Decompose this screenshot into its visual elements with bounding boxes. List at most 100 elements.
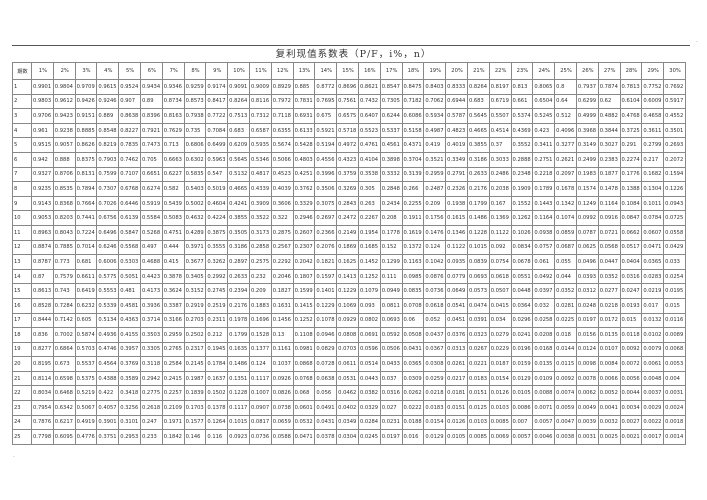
factor-cell: 0.0105 <box>445 429 468 445</box>
factor-cell: 0.2317 <box>183 341 207 358</box>
factor-cell: 0.7142 <box>52 312 76 329</box>
factor-cell: 0.0261 <box>445 356 468 372</box>
factor-cell: 0.8195 <box>31 356 54 372</box>
factor-cell: 0.1456 <box>270 312 294 329</box>
factor-cell: 0.0247 <box>619 283 643 299</box>
factor-cell: 0.0088 <box>532 385 556 402</box>
factor-cell: 0.5874 <box>74 327 98 343</box>
factor-cell: 0.6095 <box>52 429 76 445</box>
factor-cell: 0.0066 <box>597 370 621 387</box>
rate-header: 25% <box>554 62 577 80</box>
factor-cell: 0.9259 <box>183 79 207 95</box>
period-cell: 1 <box>12 79 32 95</box>
factor-cell: 0.1351 <box>227 370 250 387</box>
factor-cell: 0.0992 <box>575 210 599 226</box>
factor-cell: 0.2858 <box>248 239 272 256</box>
factor-cell: 0.1478 <box>597 181 621 197</box>
factor-cell: 0.1696 <box>248 312 272 329</box>
factor-cell: 0.5835 <box>183 166 207 183</box>
factor-cell: 0.0929 <box>336 312 359 329</box>
factor-cell: 0.0129 <box>510 370 534 387</box>
factor-cell: 0.7972 <box>270 93 294 110</box>
factor-cell: 0.0451 <box>445 312 468 329</box>
factor-cell: 0.0471 <box>292 429 316 445</box>
factor-cell: 0.9515 <box>31 137 54 153</box>
factor-cell: 0.0279 <box>488 327 512 343</box>
factor-cell: 0.8706 <box>52 166 76 183</box>
factor-cell: 0.9612 <box>52 93 76 110</box>
factor-cell: 0.415 <box>161 254 185 270</box>
factor-cell: 0.8368 <box>52 195 76 212</box>
factor-cell: 0.263 <box>357 195 381 212</box>
factor-cell: 0.8621 <box>357 79 381 95</box>
factor-cell: 0.4173 <box>139 283 163 299</box>
factor-cell: 0.5787 <box>445 108 468 124</box>
factor-cell: 0.1827 <box>270 283 294 299</box>
factor-cell: 0.5339 <box>96 297 120 314</box>
factor-cell: 0.661 <box>510 93 534 110</box>
factor-cell: 0.1229 <box>314 297 338 314</box>
factor-cell: 0.068 <box>292 385 316 402</box>
factor-cell: 0.1228 <box>466 224 490 241</box>
factor-cell: 0.4019 <box>445 137 468 153</box>
factor-cell: 0.889 <box>96 108 120 124</box>
factor-cell: 0.3936 <box>139 297 163 314</box>
factor-cell: 0.3909 <box>248 195 272 212</box>
factor-cell: 0.7894 <box>74 181 98 197</box>
factor-cell: 0.0507 <box>488 283 512 299</box>
factor-cell: 0.1122 <box>445 239 468 256</box>
factor-cell: 0.1117 <box>227 400 250 416</box>
factor-cell: 0.4363 <box>118 312 141 329</box>
factor-cell: 0.0316 <box>379 385 403 402</box>
factor-cell: 0.1304 <box>641 181 665 197</box>
factor-cell: 0.8375 <box>74 151 98 168</box>
factor-cell: 0.8734 <box>161 93 185 110</box>
factor-cell: 0.3624 <box>161 283 185 299</box>
factor-cell: 0.9706 <box>31 108 54 124</box>
factor-cell: 0.9709 <box>74 79 98 95</box>
factor-cell: 0.0281 <box>554 297 577 314</box>
factor-cell: 0.5268 <box>139 224 163 241</box>
factor-cell: 0.0808 <box>336 327 359 343</box>
factor-cell: 0.0659 <box>270 414 294 431</box>
factor-cell: 0.3552 <box>510 137 534 153</box>
factor-cell: 0.4241 <box>227 195 250 212</box>
table-row: 12 0.8874 0.7885 0.7014 0.6246 0.5568 0.497 0.4… <box>12 239 686 256</box>
factor-cell: 0.5134 <box>96 312 120 329</box>
factor-cell: 0.1372 <box>401 239 425 256</box>
factor-cell: 0.6299 <box>575 93 599 110</box>
factor-cell: 0.0056 <box>619 370 643 387</box>
factor-cell: 0.0402 <box>336 400 359 416</box>
factor-cell: 0.266 <box>401 181 425 197</box>
factor-cell: 0.0259 <box>423 370 447 387</box>
factor-cell: 0.4057 <box>96 400 120 416</box>
table-row: 20 0.8195 0.673 0.5537 0.4564 0.3769 0.3118 0.2… <box>12 356 686 372</box>
factor-cell: 0.0017 <box>641 429 665 445</box>
factor-cell: 0.0364 <box>510 297 534 314</box>
period-cell: 5 <box>12 137 32 153</box>
table-row: 8 0.9235 0.8535 0.7894 0.7307 0.6768 0.6274 0.5… <box>12 181 686 197</box>
factor-cell: 0.4658 <box>641 108 665 124</box>
factor-cell: 0.0208 <box>532 327 556 343</box>
factor-cell: 0.4339 <box>248 181 272 197</box>
factor-cell: 0.8197 <box>488 79 512 95</box>
factor-cell: 0.0491 <box>314 400 338 416</box>
factor-cell: 0.8131 <box>74 166 98 183</box>
factor-cell: 0.4823 <box>445 122 468 139</box>
factor-cell: 0.0573 <box>466 283 490 299</box>
factor-cell: 0.5507 <box>488 108 512 124</box>
factor-cell: 0.0172 <box>597 312 621 329</box>
factor-cell: 0.6864 <box>52 341 76 358</box>
factor-cell: 0.0946 <box>314 327 338 343</box>
factor-cell: 0.6246 <box>96 239 120 256</box>
factor-cell: 0.5066 <box>270 151 294 168</box>
factor-cell: 0.3855 <box>227 210 250 226</box>
factor-cell: 0.3262 <box>205 254 229 270</box>
factor-cell: 0.6244 <box>379 108 403 124</box>
factor-cell: 0.1163 <box>401 254 425 270</box>
factor-cell: 0.7284 <box>52 297 76 314</box>
factor-cell: 0.1594 <box>663 166 686 183</box>
factor-cell: 0.2267 <box>357 210 381 226</box>
factor-cell: 0.0126 <box>488 385 512 402</box>
factor-cell: 0.6504 <box>532 93 556 110</box>
